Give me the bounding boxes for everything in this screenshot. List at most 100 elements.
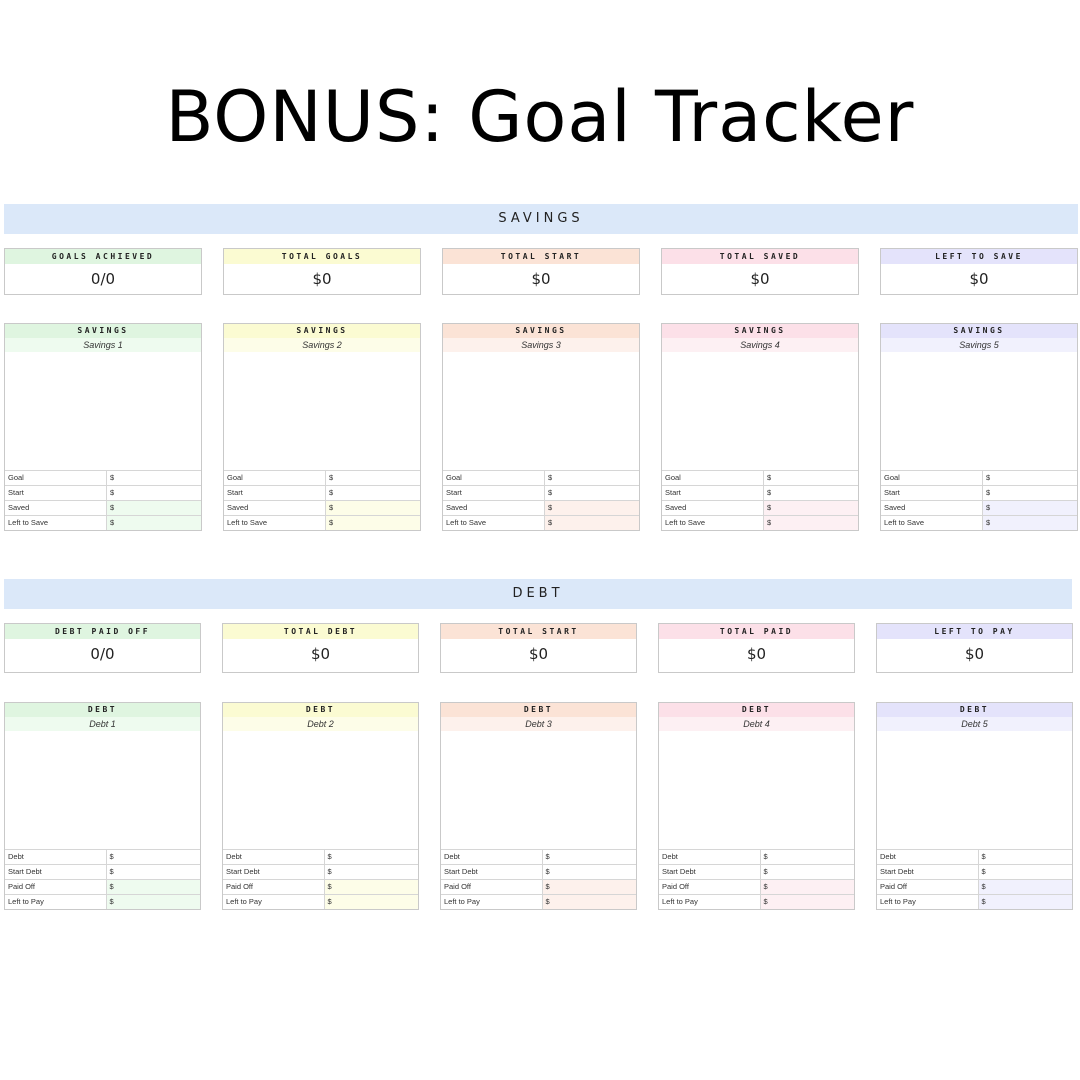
row-value-input[interactable]: $	[542, 849, 636, 865]
table-row: Left to Save $	[881, 515, 1077, 530]
chart-area	[223, 731, 418, 849]
card-name[interactable]: Debt 4	[659, 717, 854, 731]
table-row: Goal $	[443, 470, 639, 486]
row-value-input[interactable]: $	[760, 864, 854, 880]
table-row: Left to Save $	[224, 515, 420, 530]
table-row: Saved $	[662, 500, 858, 516]
savings-card-4: SAVINGS Savings 4 Goal $ Start $ Saved $ Left to…	[661, 323, 859, 531]
row-value-input[interactable]: $	[324, 894, 418, 909]
table-row: Start Debt $	[223, 864, 418, 880]
row-value-input[interactable]: $	[325, 485, 420, 501]
row-value-input[interactable]: $	[544, 515, 639, 530]
savings-card-5: SAVINGS Savings 5 Goal $ Start $ Saved $ Left to…	[880, 323, 1078, 531]
row-value-input[interactable]: $	[542, 894, 636, 909]
table-row: Start $	[881, 485, 1077, 501]
chart-area	[662, 352, 858, 470]
row-label: Start	[5, 485, 107, 501]
row-label: Left to Save	[662, 515, 764, 530]
row-label: Saved	[443, 500, 545, 516]
summary-value: $0	[310, 645, 331, 663]
table-row: Left to Save $	[5, 515, 201, 530]
table-row: Debt $	[5, 849, 200, 865]
table-row: Left to Pay $	[659, 894, 854, 909]
table-row: Start Debt $	[659, 864, 854, 880]
row-value-input[interactable]: $	[978, 849, 1072, 865]
row-value-input[interactable]: $	[978, 864, 1072, 880]
card-name[interactable]: Savings 1	[5, 338, 201, 352]
row-label: Left to Pay	[441, 894, 543, 909]
row-value-input[interactable]: $	[978, 879, 1072, 895]
summary-label: TOTAL DEBT	[223, 624, 418, 639]
row-value-input[interactable]: $	[760, 879, 854, 895]
row-value-input[interactable]: $	[763, 515, 858, 530]
card-header: DEBT	[5, 703, 200, 717]
row-value-input[interactable]: $	[106, 849, 200, 865]
summary-label: TOTAL PAID	[659, 624, 854, 639]
chart-area	[443, 352, 639, 470]
row-label: Start	[443, 485, 545, 501]
card-header: DEBT	[877, 703, 1072, 717]
card-header: SAVINGS	[881, 324, 1077, 338]
row-value-input[interactable]: $	[106, 864, 200, 880]
card-name[interactable]: Debt 5	[877, 717, 1072, 731]
table-row: Left to Save $	[443, 515, 639, 530]
savings-summary-1: GOALS ACHIEVED 0/0	[4, 248, 202, 295]
row-label: Paid Off	[441, 879, 543, 895]
row-value-input[interactable]: $	[982, 470, 1077, 486]
row-value-input[interactable]: $	[106, 485, 201, 501]
card-header: DEBT	[223, 703, 418, 717]
row-value-input[interactable]: $	[542, 864, 636, 880]
card-name[interactable]: Debt 2	[223, 717, 418, 731]
row-value-input[interactable]: $	[106, 470, 201, 486]
row-value-input[interactable]: $	[760, 849, 854, 865]
row-label: Start	[662, 485, 764, 501]
table-row: Start $	[5, 485, 201, 501]
chart-area	[224, 352, 420, 470]
row-value-input[interactable]: $	[544, 485, 639, 501]
chart-area	[877, 731, 1072, 849]
row-value-input[interactable]: $	[106, 515, 201, 530]
row-value-input[interactable]: $	[978, 894, 1072, 909]
row-value-input[interactable]: $	[106, 879, 200, 895]
row-value-input[interactable]: $	[544, 470, 639, 486]
row-value-input[interactable]: $	[325, 500, 420, 516]
table-row: Left to Pay $	[441, 894, 636, 909]
debt-card-1: DEBT Debt 1 Debt $ Start Debt $ Paid Off $ Left …	[4, 702, 201, 910]
row-value-input[interactable]: $	[324, 864, 418, 880]
row-value-input[interactable]: $	[982, 485, 1077, 501]
table-row: Start Debt $	[5, 864, 200, 880]
row-value-input[interactable]: $	[106, 500, 201, 516]
row-value-input[interactable]: $	[763, 470, 858, 486]
row-value-input[interactable]: $	[106, 894, 200, 909]
card-name[interactable]: Savings 3	[443, 338, 639, 352]
row-label: Start Debt	[441, 864, 543, 880]
row-value-input[interactable]: $	[325, 470, 420, 486]
row-value-input[interactable]: $	[763, 500, 858, 516]
row-value-input[interactable]: $	[763, 485, 858, 501]
debt-card-5: DEBT Debt 5 Debt $ Start Debt $ Paid Off $ Left …	[876, 702, 1073, 910]
card-header: SAVINGS	[662, 324, 858, 338]
row-label: Start Debt	[877, 864, 979, 880]
card-table: Debt $ Start Debt $ Paid Off $ Left to Pay $	[877, 849, 1072, 909]
summary-value: $0	[750, 270, 770, 288]
table-row: Start Debt $	[877, 864, 1072, 880]
card-name[interactable]: Savings 5	[881, 338, 1077, 352]
row-value-input[interactable]: $	[324, 879, 418, 895]
card-name[interactable]: Savings 4	[662, 338, 858, 352]
row-value-input[interactable]: $	[324, 849, 418, 865]
row-value-input[interactable]: $	[544, 500, 639, 516]
row-value-input[interactable]: $	[325, 515, 420, 530]
row-label: Debt	[5, 849, 107, 865]
card-name[interactable]: Savings 2	[224, 338, 420, 352]
card-header: DEBT	[659, 703, 854, 717]
table-row: Paid Off $	[659, 879, 854, 895]
row-value-input[interactable]: $	[982, 515, 1077, 530]
card-header: SAVINGS	[224, 324, 420, 338]
row-value-input[interactable]: $	[982, 500, 1077, 516]
row-value-input[interactable]: $	[542, 879, 636, 895]
table-row: Left to Pay $	[5, 894, 200, 909]
row-label: Paid Off	[659, 879, 761, 895]
card-name[interactable]: Debt 3	[441, 717, 636, 731]
row-value-input[interactable]: $	[760, 894, 854, 909]
card-name[interactable]: Debt 1	[5, 717, 200, 731]
